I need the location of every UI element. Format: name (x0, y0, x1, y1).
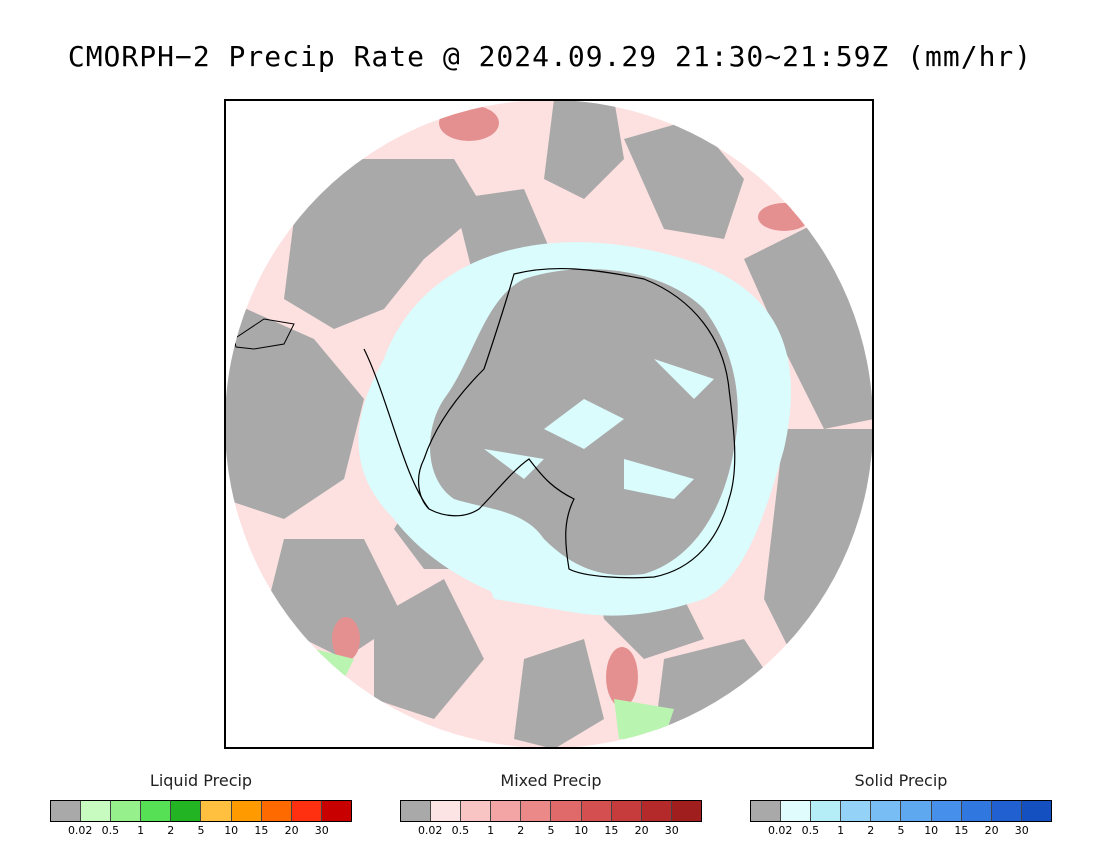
legend-color-box (431, 801, 462, 821)
legend-color-box (491, 801, 522, 821)
south-america-tip-coastline (233, 318, 295, 350)
legend-color-box (171, 801, 202, 821)
legend-color-box (141, 801, 172, 821)
legend-tick-label: 20 (634, 824, 649, 837)
solid-precip-ross (474, 549, 624, 609)
legend-tick-label: 5 (197, 824, 205, 837)
legend-title: Mixed Precip (500, 771, 602, 790)
legend-tick-label: 5 (547, 824, 555, 837)
legend-color-box (231, 801, 262, 821)
legend-color-box (871, 801, 902, 821)
legend-tick-label: 1 (487, 824, 495, 837)
legend-color-box (671, 801, 701, 821)
legend-tick-label: 0.5 (451, 824, 470, 837)
legend-color-box (201, 801, 232, 821)
legend-color-box (51, 801, 82, 821)
legend-colorbar (400, 800, 702, 822)
legend-title: Liquid Precip (149, 771, 253, 790)
legend-color-box (961, 801, 992, 821)
legend-ticks: 0.02 0.5 1 2 5 10 15 20 30 (400, 824, 702, 838)
legend-tick-label: 0.02 (417, 824, 443, 837)
legend-tick-label: 2 (517, 824, 525, 837)
legend-color-box (111, 801, 142, 821)
legend-ticks: 0.02 0.5 1 2 5 10 15 20 30 (750, 824, 1052, 838)
legend-tick-label: 30 (1014, 824, 1029, 837)
legend-color-box (841, 801, 872, 821)
legend-tick-label: 5 (897, 824, 905, 837)
antarctic-peninsula-coastline (363, 348, 430, 510)
antarctica-coastline (417, 267, 736, 579)
legend-tick-label: 30 (314, 824, 329, 837)
legend-liquid: Liquid Precip 0.02 0.5 1 2 5 10 15 20 30 (50, 770, 352, 840)
legend-color-box (401, 801, 432, 821)
legend-title: Solid Precip (854, 771, 948, 790)
legend-tick-label: 15 (254, 824, 269, 837)
legend-tick-label: 20 (284, 824, 299, 837)
legend-color-box (461, 801, 492, 821)
legend-color-box (901, 801, 932, 821)
legend-tick-label: 10 (574, 824, 589, 837)
polar-map (224, 99, 874, 749)
legend-tick-label: 0.5 (101, 824, 120, 837)
legend-color-box (781, 801, 812, 821)
legend-solid: Solid Precip 0.02 0.5 1 2 5 10 15 20 30 (750, 770, 1052, 840)
legend-color-box (321, 801, 351, 821)
interior-solid-streaks (484, 359, 714, 499)
chart-title: CMORPH−2 Precip Rate @ 2024.09.29 21:30~… (67, 40, 1033, 73)
legend-color-box (261, 801, 292, 821)
legend-tick-label: 2 (867, 824, 875, 837)
legend-color-box (931, 801, 962, 821)
legend-color-box (991, 801, 1022, 821)
legend-tick-label: 10 (924, 824, 939, 837)
legend-colorbar (750, 800, 1052, 822)
legend-tick-label: 0.02 (767, 824, 793, 837)
legend-tick-label: 1 (837, 824, 845, 837)
precip-field (226, 101, 872, 747)
legend-color-box (521, 801, 552, 821)
polar-map-svg (226, 101, 872, 747)
legend-tick-label: 20 (984, 824, 999, 837)
legend-tick-label: 0.02 (67, 824, 93, 837)
legend-tick-label: 10 (224, 824, 239, 837)
legend-tick-label: 1 (137, 824, 145, 837)
legend-color-box (641, 801, 672, 821)
legend-color-box (581, 801, 612, 821)
legend-tick-label: 0.5 (801, 824, 820, 837)
legend-colorbar (50, 800, 352, 822)
legend-color-box (611, 801, 642, 821)
legend-color-box (1021, 801, 1051, 821)
legend-color-box (811, 801, 842, 821)
legend-ticks: 0.02 0.5 1 2 5 10 15 20 30 (50, 824, 352, 838)
legend-mixed: Mixed Precip 0.02 0.5 1 2 5 10 15 20 30 (400, 770, 702, 840)
legend-color-box (551, 801, 582, 821)
legend-color-box (751, 801, 782, 821)
legend-color-box (291, 801, 322, 821)
legend-tick-label: 2 (167, 824, 175, 837)
legend-tick-label: 15 (604, 824, 619, 837)
legend-tick-label: 30 (664, 824, 679, 837)
legend-tick-label: 15 (954, 824, 969, 837)
legend-color-box (81, 801, 112, 821)
